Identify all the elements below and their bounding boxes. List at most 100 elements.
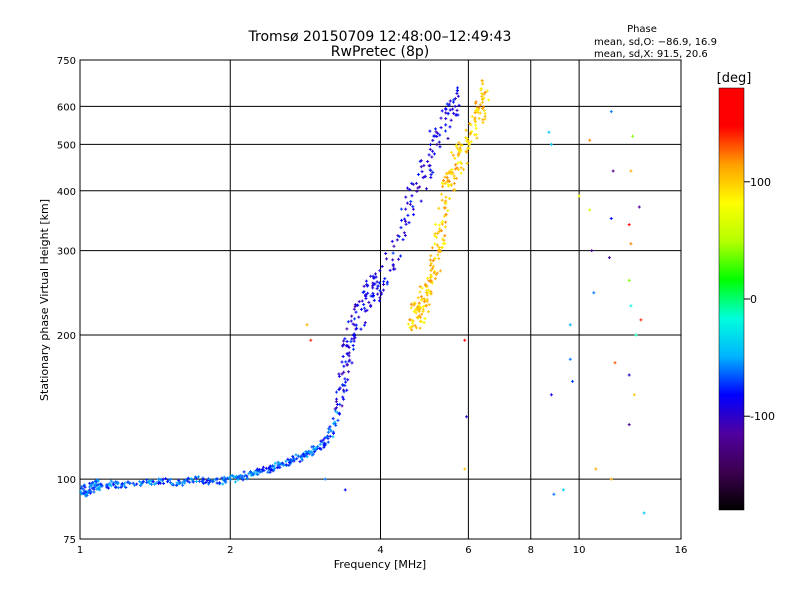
o-mode-point <box>316 445 320 449</box>
o-mode-point <box>217 481 221 485</box>
x-mode-point <box>414 311 418 315</box>
o-mode-point <box>439 126 443 130</box>
x-mode-point <box>440 198 444 202</box>
x-mode-point <box>483 114 487 118</box>
o-mode-point <box>369 294 373 298</box>
o-mode-point <box>170 482 174 486</box>
x-mode-point <box>429 261 433 265</box>
x-mode-point <box>466 140 470 144</box>
o-mode-point <box>341 355 345 359</box>
x-mode-point <box>437 223 441 227</box>
o-mode-point <box>342 390 346 394</box>
o-mode-point <box>292 459 296 463</box>
o-mode-point <box>384 252 388 256</box>
scatter-echo-point <box>577 194 581 198</box>
o-mode-point <box>391 251 395 255</box>
o-mode-point <box>349 340 353 344</box>
o-mode-point <box>331 435 335 439</box>
o-mode-point <box>81 491 85 495</box>
o-mode-point <box>177 478 181 482</box>
o-mode-point <box>83 493 87 497</box>
colorbar-ticks: 100 0 -100 <box>744 176 775 423</box>
x-mode-point <box>417 308 421 312</box>
o-mode-point <box>109 484 113 488</box>
o-mode-point <box>183 481 187 485</box>
o-mode-point <box>342 364 346 368</box>
o-mode-point <box>435 143 439 147</box>
o-mode-point <box>382 288 386 292</box>
scatter-echo-point <box>561 488 565 492</box>
o-mode-point <box>382 283 386 287</box>
o-mode-point <box>337 387 341 391</box>
o-mode-point <box>366 291 370 295</box>
colorbar-gradient <box>718 87 745 511</box>
x-mode-point <box>435 271 439 275</box>
o-mode-point <box>348 358 352 362</box>
o-mode-point <box>431 149 435 153</box>
scatter-echo-point <box>627 373 631 377</box>
x-mode-point <box>418 326 422 330</box>
scatter-echo-point <box>463 467 467 471</box>
o-mode-point <box>388 268 392 272</box>
o-mode-point <box>326 437 330 441</box>
x-mode-point <box>477 116 481 120</box>
o-mode-point <box>406 186 409 190</box>
x-tick-label: 6 <box>465 545 471 556</box>
colorbar-tick-label: 0 <box>750 293 757 306</box>
o-mode-point <box>90 481 94 485</box>
o-mode-point <box>204 480 208 484</box>
x-mode-point <box>429 273 433 277</box>
x-mode-point <box>479 88 483 92</box>
o-mode-point <box>92 485 96 489</box>
x-mode-point <box>440 245 444 249</box>
o-mode-point <box>426 159 430 163</box>
o-mode-point <box>133 483 137 487</box>
o-mode-point <box>335 411 339 415</box>
o-mode-point <box>419 159 423 163</box>
o-mode-point <box>419 165 423 169</box>
o-mode-point <box>435 134 439 138</box>
o-mode-point <box>341 395 345 399</box>
o-mode-point <box>439 116 443 120</box>
o-mode-point <box>223 479 227 483</box>
o-mode-point <box>300 458 304 462</box>
scatter-echo-point <box>634 333 638 337</box>
o-mode-point <box>444 123 448 127</box>
x-mode-point <box>426 276 430 280</box>
x-mode-point <box>457 141 461 145</box>
o-mode-point <box>345 344 349 348</box>
y-axis: 75 100 200 300 400 500 600 750 <box>57 56 76 546</box>
x-mode-point <box>422 305 426 309</box>
o-mode-point <box>284 463 288 467</box>
o-mode-point <box>352 332 356 336</box>
o-mode-point <box>312 445 316 449</box>
o-mode-point <box>403 217 407 221</box>
o-mode-point <box>113 481 117 485</box>
x-mode-point <box>434 273 438 277</box>
o-mode-point <box>418 185 422 189</box>
o-mode-point <box>116 486 120 490</box>
o-mode-point <box>364 296 368 300</box>
o-mode-point <box>335 397 339 401</box>
x-mode-point <box>421 297 425 301</box>
x-mode-point <box>429 268 433 272</box>
o-mode-point <box>399 254 403 258</box>
o-mode-point <box>351 322 355 326</box>
scatter-echo-point <box>639 318 643 322</box>
o-mode-point <box>275 466 279 470</box>
o-mode-point <box>89 490 93 494</box>
o-mode-point <box>395 238 399 242</box>
o-mode-point <box>411 205 415 209</box>
scatter-echo-point <box>547 130 551 134</box>
o-mode-point <box>312 448 316 452</box>
o-mode-point <box>319 439 323 443</box>
x-mode-point <box>417 303 421 307</box>
o-mode-point <box>353 317 357 321</box>
o-mode-point <box>96 486 100 490</box>
o-mode-point <box>455 91 459 95</box>
o-mode-point <box>453 104 457 108</box>
o-mode-point <box>347 370 351 374</box>
o-mode-point <box>271 464 275 468</box>
x-mode-point <box>408 325 412 329</box>
x-mode-point <box>474 123 478 127</box>
